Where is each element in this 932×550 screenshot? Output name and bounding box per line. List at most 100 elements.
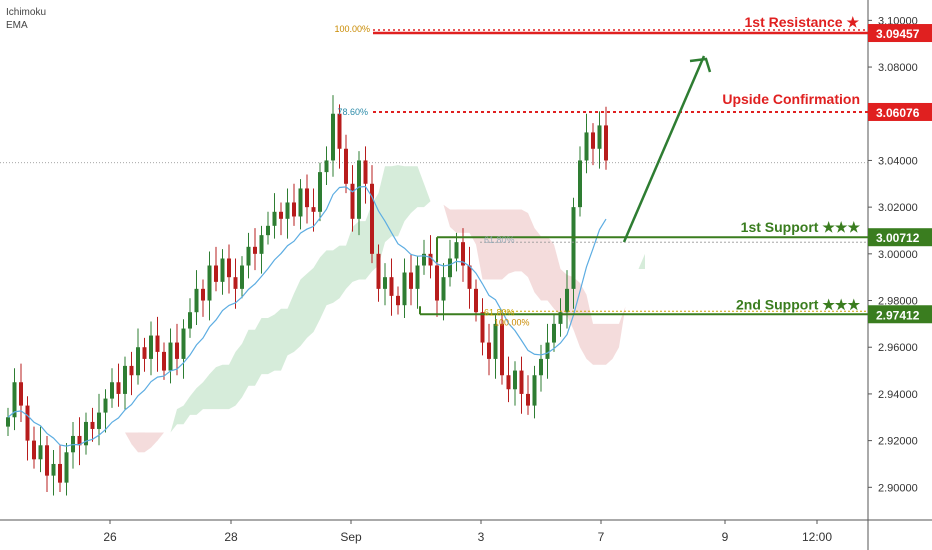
x-tick-label: 26 — [103, 530, 117, 544]
candles — [6, 95, 608, 496]
candle-body — [32, 440, 36, 460]
candle-body — [253, 246, 257, 254]
fib-label: 78.60% — [337, 107, 368, 117]
candle-body — [38, 445, 43, 460]
cloud-segment — [255, 318, 262, 386]
candle-body — [279, 211, 283, 219]
candle-body — [110, 382, 114, 399]
upside-confirmation-label: Upside Confirmation — [722, 91, 860, 107]
cloud-segment — [404, 166, 411, 222]
x-tick-label: 9 — [722, 530, 729, 544]
x-tick-label: 12:00 — [802, 530, 832, 544]
x-tick-label: 7 — [598, 530, 605, 544]
candle-body — [305, 188, 309, 208]
support1-label: 1st Support ★★★ — [741, 219, 861, 235]
candle-body — [500, 323, 504, 376]
fib-label: 61.80% — [484, 307, 515, 317]
price-label-box — [868, 24, 932, 43]
candle-body — [292, 202, 296, 217]
cloud-segment — [177, 405, 184, 425]
candle-body — [214, 265, 218, 282]
candle-body — [136, 347, 140, 376]
candle-body — [168, 342, 173, 371]
candle-body — [12, 382, 17, 418]
cloud-segment — [528, 212, 535, 293]
candle-body — [350, 183, 355, 219]
candle-body — [363, 160, 368, 184]
candle-body — [545, 342, 550, 359]
fib-label: 100.00% — [494, 317, 530, 327]
candle-body — [64, 452, 69, 483]
candle-body — [532, 375, 537, 406]
candle-body — [201, 288, 205, 301]
arrow-head — [689, 57, 712, 73]
support2-label: 2nd Support ★★★ — [736, 296, 860, 312]
candle-body — [513, 370, 517, 390]
y-tick-label: 3.04000 — [878, 155, 918, 167]
candle-body — [155, 335, 160, 352]
cloud-segment — [125, 432, 132, 445]
candle-body — [246, 246, 251, 266]
candle-body — [123, 365, 127, 394]
candle-body — [337, 113, 342, 149]
candle-body — [506, 375, 511, 390]
candle-body — [467, 265, 472, 289]
candle-body — [415, 265, 420, 289]
candle-body — [311, 207, 316, 212]
candle-body — [240, 265, 244, 289]
cloud-segment — [456, 209, 463, 233]
y-tick-label: 2.98000 — [878, 296, 918, 308]
y-tick-label: 3.00000 — [878, 249, 918, 261]
candle-body — [298, 188, 303, 217]
candle-body — [25, 405, 30, 441]
candle-body — [487, 342, 491, 359]
candle-body — [318, 172, 322, 212]
candle-body — [441, 277, 446, 301]
candle-body — [584, 132, 589, 161]
cloud-segment — [586, 294, 593, 365]
candle-body — [77, 435, 82, 446]
cloud-segment — [235, 343, 242, 406]
candle-body — [565, 288, 569, 313]
cloud-segment — [489, 209, 496, 280]
cloud-segment — [424, 183, 431, 208]
price-label: 3.06076 — [876, 106, 920, 120]
candle-body — [272, 211, 277, 226]
candle-body — [493, 323, 498, 359]
y-tick-label: 2.90000 — [878, 482, 918, 494]
projection-arrow — [622, 55, 712, 243]
candle-body — [578, 160, 582, 208]
resistance-label: 1st Resistance ★ — [745, 14, 860, 30]
cloud-segment — [469, 209, 476, 245]
cloud-segment — [573, 277, 580, 348]
cloud-segment — [138, 432, 145, 453]
cloud-segment — [268, 314, 275, 375]
plot-area — [0, 0, 868, 520]
candle-body — [181, 328, 186, 359]
indicator-ema-label: EMA — [6, 20, 28, 31]
candle-body — [233, 277, 238, 289]
y-tick-label: 2.96000 — [878, 342, 918, 354]
candle-body — [435, 265, 439, 301]
candle-body — [428, 253, 433, 266]
fib-label: 100.00% — [334, 24, 370, 34]
x-tick-label: 3 — [478, 530, 485, 544]
candle-body — [116, 382, 121, 394]
candle-body — [19, 382, 23, 406]
cloud-segment — [294, 279, 301, 352]
candle-body — [266, 225, 270, 236]
candle-body — [604, 125, 608, 161]
candle-body — [571, 207, 576, 289]
cloud-segment — [131, 432, 138, 453]
cloud-segment — [346, 226, 353, 289]
candle-body — [383, 277, 387, 289]
candle-body — [539, 358, 543, 376]
cloud-segment — [196, 382, 203, 415]
arrow-shaft — [622, 55, 706, 243]
candle-body — [370, 183, 374, 254]
cloud-segment — [521, 209, 528, 278]
cloud-segment — [261, 318, 268, 375]
candle-body — [331, 113, 335, 161]
candle-body — [324, 160, 329, 173]
